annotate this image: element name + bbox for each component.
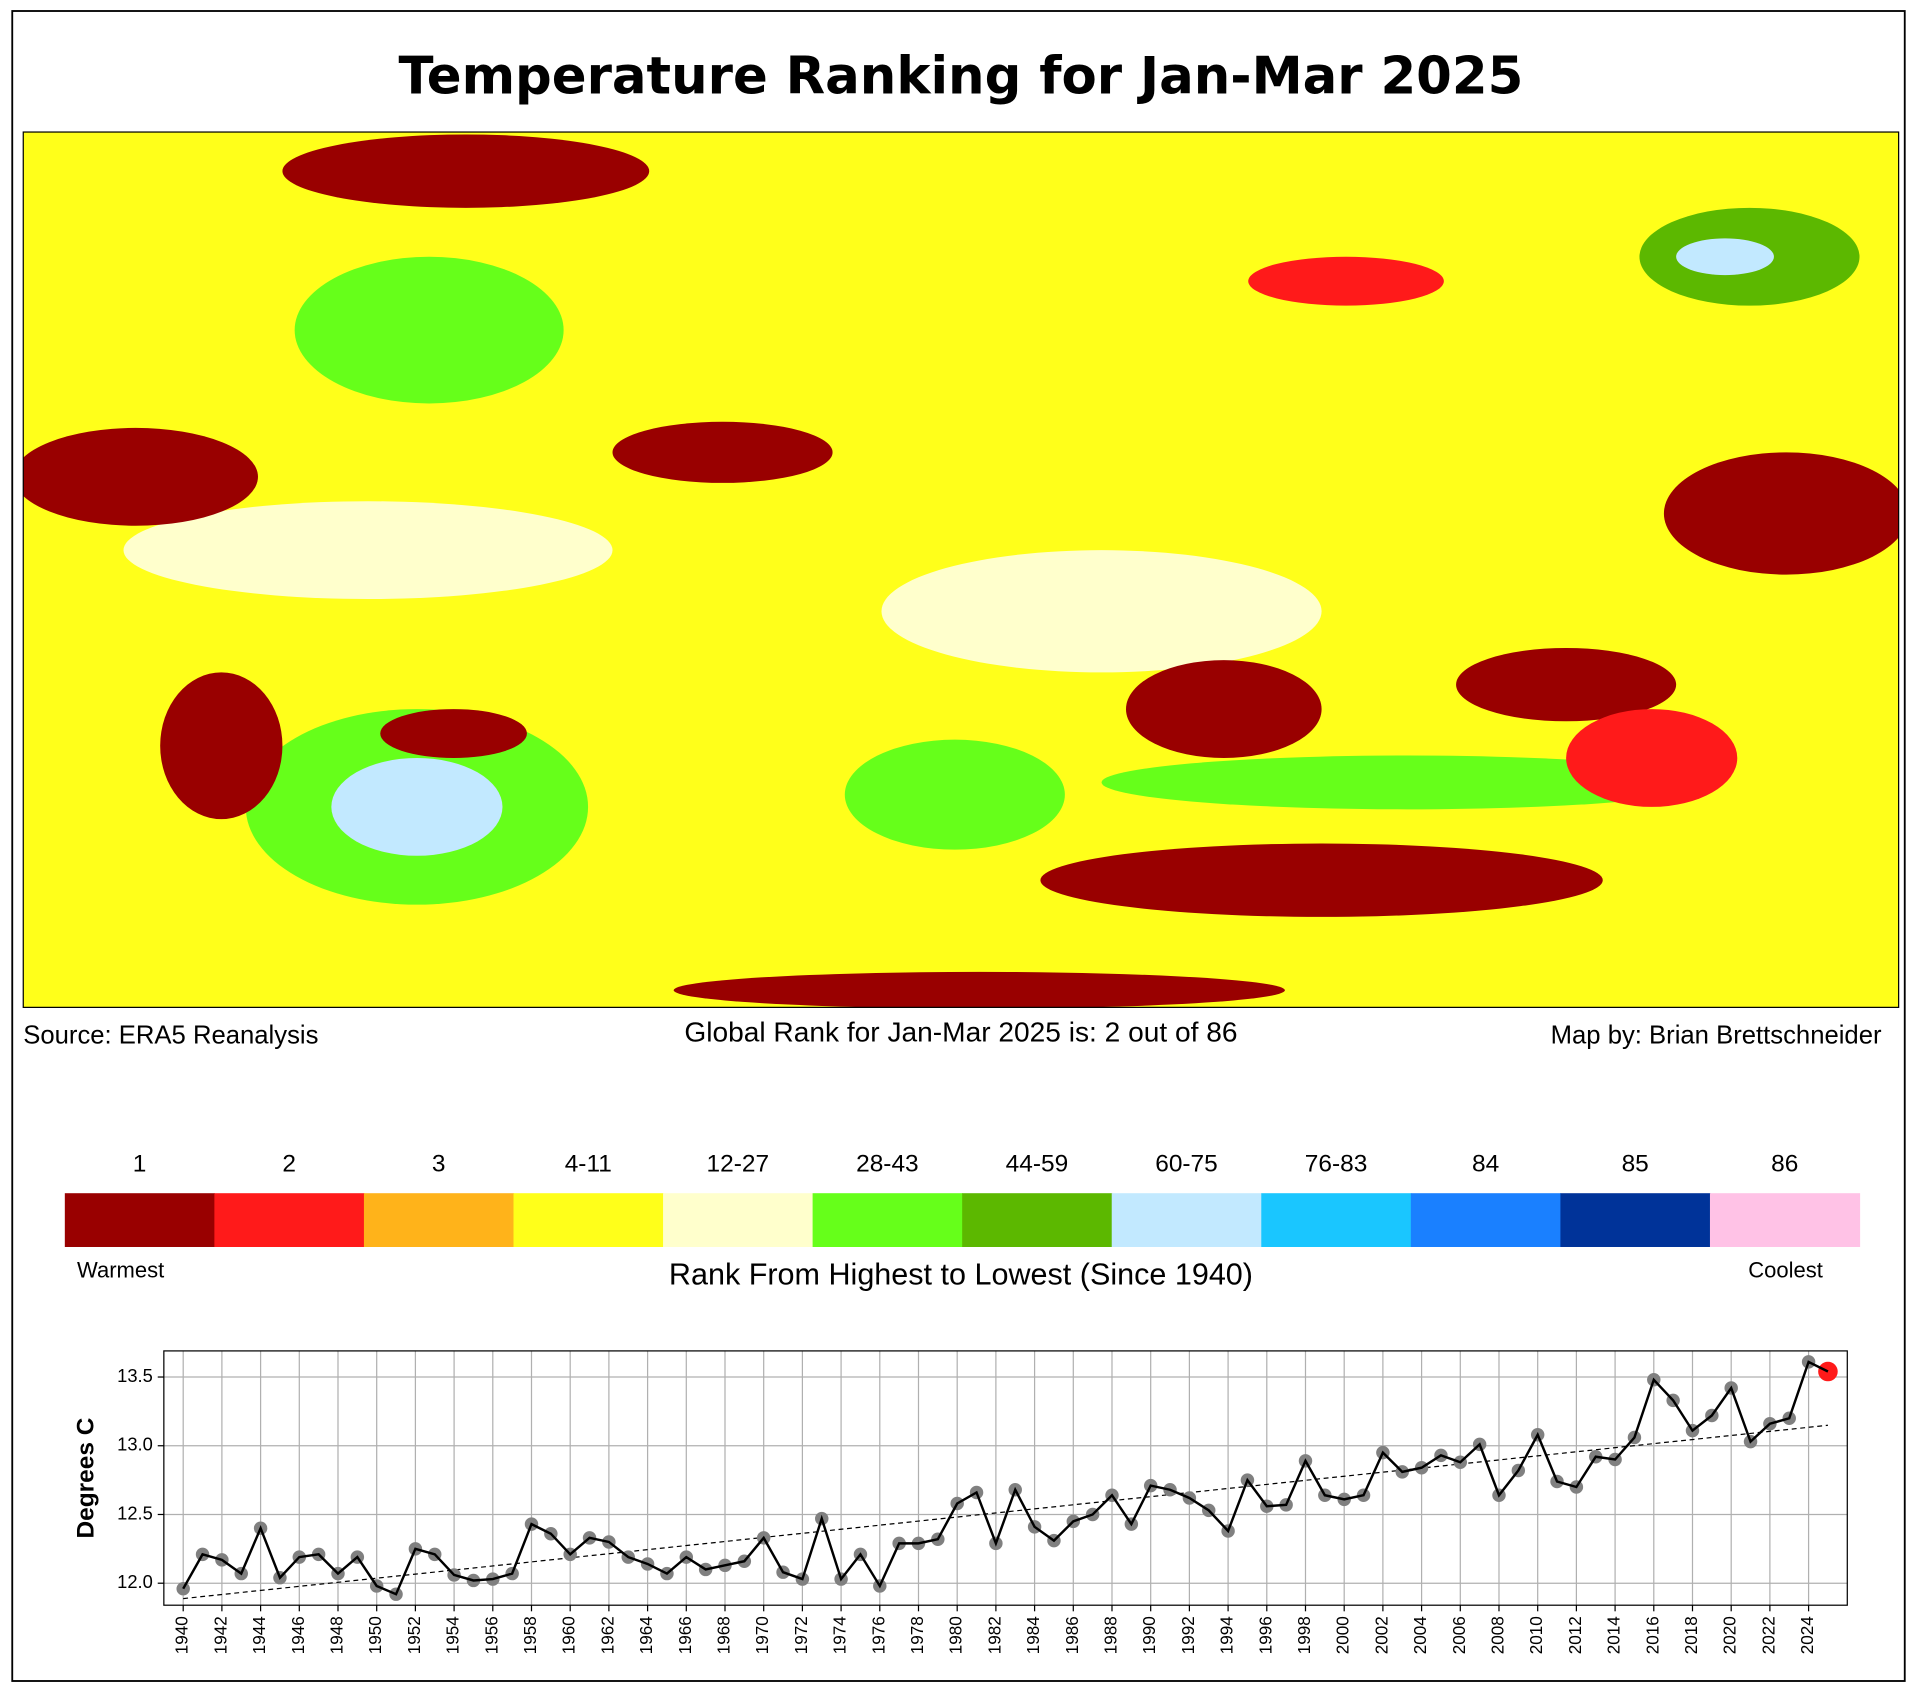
- x-tick-label: 2024: [1798, 1616, 1817, 1655]
- legend-label: 84: [1472, 1151, 1499, 1178]
- x-tick-label: 2014: [1605, 1616, 1624, 1655]
- x-tick-label: 2012: [1566, 1616, 1585, 1654]
- y-tick-label: 12.0: [117, 1571, 153, 1592]
- rank-text: Global Rank for Jan-Mar 2025 is: 2 out o…: [684, 1017, 1237, 1048]
- x-tick-label: 1956: [482, 1616, 501, 1654]
- x-tick-label: 1980: [947, 1616, 966, 1654]
- legend-label: 12-27: [707, 1151, 770, 1178]
- source: Source: ERA5 Reanalysis: [23, 1021, 318, 1049]
- legend-label: 2: [282, 1151, 296, 1178]
- legend-label: 1: [133, 1151, 147, 1178]
- x-tick-label: 1976: [869, 1616, 888, 1654]
- x-tick-label: 1996: [1256, 1616, 1275, 1654]
- legend-swatch: [1560, 1193, 1711, 1247]
- x-tick-label: 2022: [1759, 1616, 1778, 1654]
- legend-swatch: [1261, 1193, 1412, 1247]
- x-tick-label: 2018: [1682, 1616, 1701, 1654]
- legend: 1 2 3 4-11 12-27 28-43 44-59 60-75 76-83 84 85 86: [64, 1151, 1861, 1247]
- x-tick-label: 1984: [1024, 1616, 1043, 1655]
- x-tick-label: 1998: [1295, 1616, 1314, 1654]
- x-tick-label: 1974: [831, 1616, 850, 1655]
- legend-swatch: [363, 1193, 515, 1247]
- legend-title: Rank From Highest to Lowest (Since 1940): [669, 1257, 1253, 1291]
- line: [182, 1360, 1829, 1596]
- x-tick-label: 1972: [792, 1616, 811, 1654]
- title: Temperature Ranking for Jan-Mar 2025: [399, 46, 1524, 106]
- y-tick-label: 13.5: [117, 1365, 153, 1386]
- x-tick-label: 2010: [1527, 1616, 1546, 1654]
- legend-right-label: Coolest: [1748, 1257, 1823, 1282]
- x-tick-label: 2008: [1489, 1616, 1508, 1654]
- x-tick-label: 2002: [1372, 1616, 1391, 1654]
- y-tick-label: 13.0: [117, 1434, 153, 1455]
- legend-label: 3: [432, 1151, 446, 1178]
- plot-frame: [163, 1350, 1848, 1606]
- x-tick-label: 1960: [560, 1616, 579, 1654]
- x-tick-label: 1952: [405, 1616, 424, 1654]
- legend-label: 28-43: [856, 1151, 919, 1178]
- x-tick-label: 1978: [908, 1616, 927, 1654]
- map-border: [22, 131, 1900, 1008]
- legend-label: 76-83: [1305, 1151, 1368, 1178]
- x-tick-label: 1944: [250, 1616, 269, 1655]
- legend-swatch: [1709, 1193, 1861, 1247]
- x-tick-label: 1992: [1179, 1616, 1198, 1654]
- line-chart: 1940 1942 1944 1946 1948 1950 1952 1954 1956 1958…: [72, 1350, 1848, 1655]
- x-tick-label: 2020: [1721, 1616, 1740, 1654]
- x-tick-label: 1948: [328, 1616, 347, 1654]
- x-tick-label: 1964: [637, 1616, 656, 1655]
- y-axis-label: Degrees C: [72, 1418, 99, 1539]
- legend-label: 4-11: [565, 1151, 612, 1178]
- legend-swatch: [1410, 1193, 1562, 1247]
- x-tick-label: 1962: [598, 1616, 617, 1654]
- x-tick-label: 1950: [366, 1616, 385, 1654]
- legend-swatch: [812, 1193, 963, 1247]
- x-tick-label: 1940: [173, 1616, 192, 1654]
- legend-left-label: Warmest: [77, 1257, 164, 1282]
- x-tick-label: 1968: [715, 1616, 734, 1654]
- legend-swatch: [1111, 1193, 1262, 1247]
- x-tick-label: 2016: [1643, 1616, 1662, 1654]
- x-tick-label: 1958: [521, 1616, 540, 1654]
- x-tick-label: 1982: [985, 1616, 1004, 1654]
- legend-swatch: [214, 1193, 365, 1247]
- x-tick-label: 1946: [289, 1616, 308, 1654]
- legend-label: 44-59: [1006, 1151, 1069, 1178]
- x-tick-label: 1988: [1102, 1616, 1121, 1654]
- x-tick-label: 1994: [1218, 1616, 1237, 1655]
- x-tick-label: 2006: [1450, 1616, 1469, 1654]
- x-tick-label: 2004: [1411, 1616, 1430, 1655]
- legend-label: 60-75: [1155, 1151, 1218, 1178]
- x-tick-label: 1942: [211, 1616, 230, 1654]
- legend-label: 85: [1622, 1151, 1649, 1178]
- legend-swatch: [663, 1193, 814, 1247]
- legend-swatch: [64, 1193, 215, 1247]
- x-tick-label: 1986: [1063, 1616, 1082, 1654]
- x-tick-label: 2000: [1334, 1616, 1353, 1654]
- legend-swatch: [962, 1193, 1113, 1247]
- map: [23, 132, 1899, 1008]
- x-tick-label: 1954: [444, 1616, 463, 1655]
- x-tick-label: 1966: [676, 1616, 695, 1654]
- map-credit: Map by: Brian Brettschneider: [1551, 1021, 1882, 1049]
- x-tick-label: 1970: [753, 1616, 772, 1654]
- x-tick-label: 1990: [1140, 1616, 1159, 1654]
- legend-label: 86: [1771, 1151, 1798, 1178]
- y-tick-label: 12.5: [117, 1502, 153, 1523]
- legend-swatch: [513, 1193, 664, 1247]
